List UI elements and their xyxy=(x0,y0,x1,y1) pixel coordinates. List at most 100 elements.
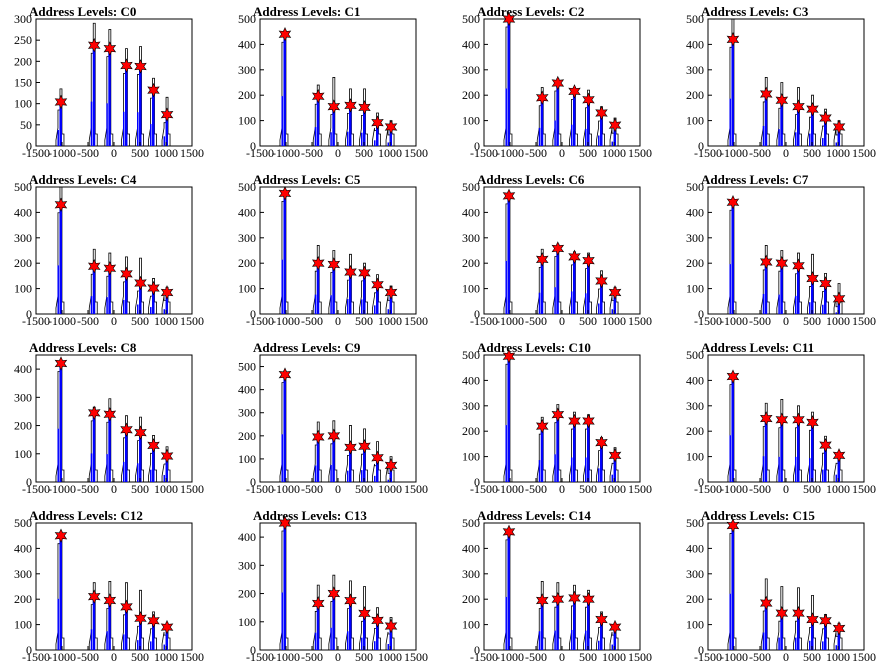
x-tick-label: -500 xyxy=(525,314,547,328)
chart-title: Address Levels: C1 xyxy=(253,4,360,19)
x-tick-label: 0 xyxy=(783,314,789,328)
x-tick-label: -500 xyxy=(749,314,771,328)
chart-title: Address Levels: C6 xyxy=(477,172,585,187)
x-tick-label: 0 xyxy=(335,314,341,328)
x-tick-label: 0 xyxy=(783,650,789,664)
y-tick-label: 200 xyxy=(238,256,256,270)
histogram-peak xyxy=(760,578,770,650)
chart-title: Address Levels: C9 xyxy=(253,340,361,355)
peak-marker xyxy=(568,249,581,265)
y-tick-label: 0 xyxy=(250,643,256,657)
histogram-peak xyxy=(807,253,816,314)
x-tick-label: 500 xyxy=(131,146,149,160)
peak-marker xyxy=(568,413,581,429)
peak-marker xyxy=(103,41,117,56)
x-tick-label: 0 xyxy=(111,650,117,664)
plot-frame xyxy=(707,186,865,315)
x-tick-label: 500 xyxy=(131,314,149,328)
peak-marker xyxy=(278,186,292,201)
peak-marker xyxy=(502,524,516,540)
x-tick-label: 1000 xyxy=(602,146,626,160)
panel-c8: Address Levels: C8 0 100 200 300 400 -1500-100… xyxy=(14,340,204,496)
histogram-peak xyxy=(328,420,338,482)
x-tick-label: -1000 xyxy=(720,146,748,160)
peak-marker xyxy=(608,285,622,300)
y-tick-label: 200 xyxy=(462,424,480,438)
panel-c9: Address Levels: C90100200300400500-1500-… xyxy=(238,340,428,496)
y-tick-label: 300 xyxy=(238,406,256,420)
x-tick-label: 1500 xyxy=(404,650,428,664)
peak-marker xyxy=(134,611,147,626)
y-tick-label: 500 xyxy=(462,12,480,26)
peak-marker xyxy=(147,438,160,453)
y-tick-label: 400 xyxy=(462,373,480,387)
peak-marker xyxy=(792,412,805,428)
peak-marker xyxy=(327,428,341,444)
x-tick-label: -1500 xyxy=(246,650,274,664)
x-tick-label: 500 xyxy=(355,482,373,496)
chart-title: Address Levels: C0 xyxy=(29,4,136,19)
peak-marker xyxy=(358,100,371,115)
y-tick-label: 200 xyxy=(462,256,480,270)
x-tick-label: 500 xyxy=(803,482,821,496)
peak-marker xyxy=(568,590,581,606)
panel-c1: Address Levels: C10100200300400500-1500-… xyxy=(238,4,428,160)
y-tick-label: 0 xyxy=(26,475,32,489)
x-tick-label: -1000 xyxy=(272,314,300,328)
x-tick-label: 1000 xyxy=(826,314,850,328)
histogram-peak xyxy=(807,94,816,146)
x-tick-label: 1500 xyxy=(180,650,204,664)
peak-marker xyxy=(384,618,398,634)
x-tick-label: 500 xyxy=(131,482,149,496)
y-tick-label: 100 xyxy=(462,618,480,632)
peak-marker xyxy=(87,37,101,53)
peak-marker xyxy=(775,255,789,271)
x-tick-label: 1500 xyxy=(628,482,652,496)
peak-marker xyxy=(87,589,101,604)
y-tick-label: 400 xyxy=(462,541,480,555)
x-tick-label: -1000 xyxy=(720,650,748,664)
plot-frame xyxy=(35,18,193,147)
y-tick-label: 500 xyxy=(238,180,256,194)
y-tick-label: 250 xyxy=(14,33,32,47)
histogram-peak xyxy=(135,589,144,650)
peak-marker xyxy=(792,605,805,621)
peak-marker xyxy=(819,437,832,453)
chart-title: Address Levels: C2 xyxy=(477,4,584,19)
x-tick-label: -1500 xyxy=(470,650,498,664)
x-tick-label: 1500 xyxy=(180,314,204,328)
y-tick-label: 500 xyxy=(462,180,480,194)
x-tick-label: -1000 xyxy=(496,146,524,160)
plot-frame xyxy=(483,522,641,651)
peak-marker xyxy=(608,619,622,635)
panel-c14: Address Levels: C14 0 100 200 300 400 500 -1500… xyxy=(462,508,652,664)
peak-marker xyxy=(87,258,101,274)
x-tick-label: -500 xyxy=(301,146,323,160)
y-tick-label: 300 xyxy=(462,63,480,77)
peak-marker xyxy=(726,369,740,384)
peak-marker xyxy=(595,273,608,289)
x-tick-label: 0 xyxy=(559,314,565,328)
y-tick-label: 100 xyxy=(238,615,256,629)
y-tick-label: 300 xyxy=(462,399,480,413)
x-tick-label: -1000 xyxy=(272,482,300,496)
x-tick-label: 1500 xyxy=(180,146,204,160)
x-tick-label: 0 xyxy=(559,146,565,160)
peak-marker xyxy=(595,105,608,121)
peak-marker xyxy=(160,619,174,635)
histogram-peak xyxy=(88,248,98,314)
peak-marker xyxy=(54,528,68,543)
y-tick-label: 100 xyxy=(14,447,32,461)
peak-marker xyxy=(759,254,773,270)
peak-marker xyxy=(147,82,160,98)
y-tick-label: 0 xyxy=(26,643,32,657)
peak-marker xyxy=(582,591,595,607)
x-tick-label: -500 xyxy=(749,650,771,664)
panel-c4: Address Levels: C40100200300400500-1500-… xyxy=(14,172,204,328)
peak-marker xyxy=(311,596,325,611)
peak-marker xyxy=(535,593,549,608)
y-tick-label: 300 xyxy=(462,567,480,581)
histogram-peak xyxy=(359,586,368,650)
peak-marker xyxy=(327,99,341,114)
peak-marker xyxy=(344,98,357,113)
